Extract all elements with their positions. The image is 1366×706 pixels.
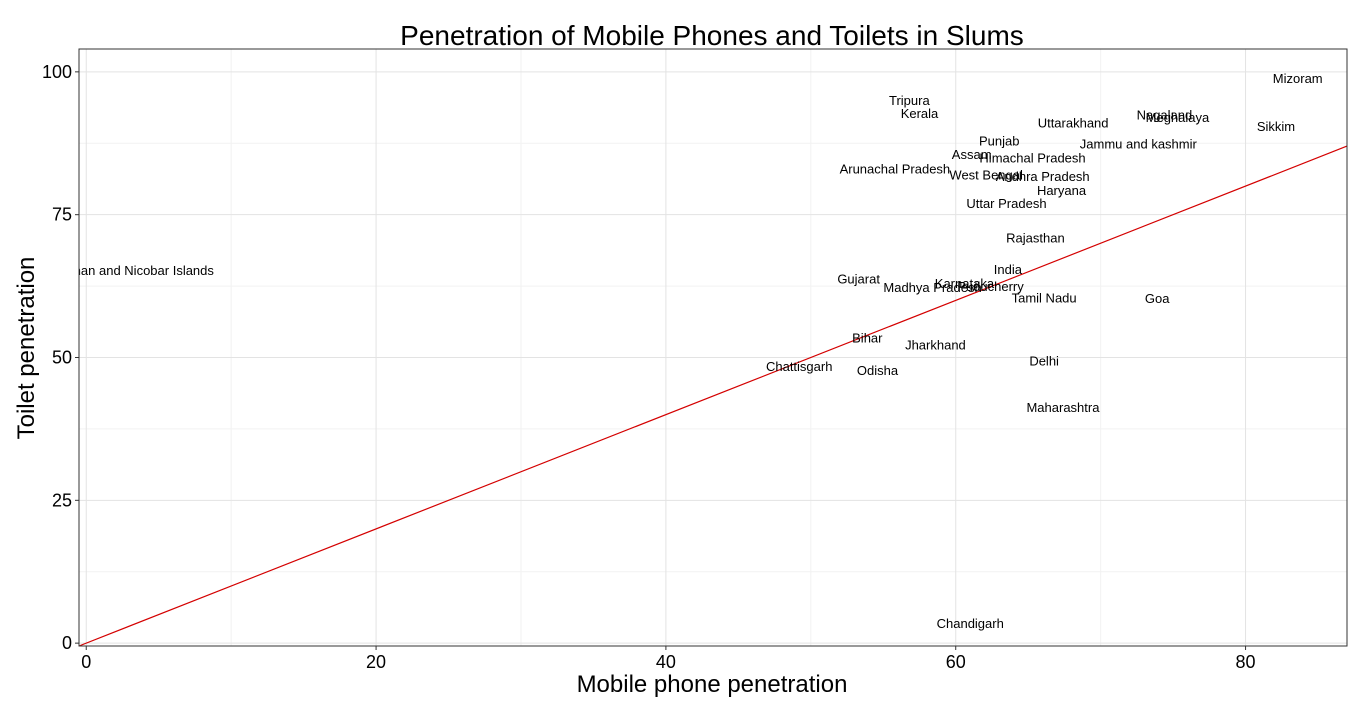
grid-major bbox=[79, 49, 1347, 646]
point-label: Jharkhand bbox=[905, 337, 966, 352]
y-tick-label: 75 bbox=[52, 205, 72, 225]
y-tick-label: 100 bbox=[42, 62, 72, 82]
y-axis-ticks: 0 25 50 75 100 bbox=[42, 62, 79, 653]
point-label: Bihar bbox=[852, 331, 883, 346]
point-label: Assam bbox=[952, 147, 992, 162]
point-label: Maharashtra bbox=[1026, 400, 1100, 415]
point-label: Kerala bbox=[901, 106, 939, 121]
x-axis-title: Mobile phone penetration bbox=[577, 671, 848, 698]
point-label: Punjab bbox=[979, 133, 1019, 148]
point-label: Chandigarh bbox=[937, 616, 1004, 631]
point-label: India bbox=[994, 262, 1023, 277]
y-tick-label: 25 bbox=[52, 490, 72, 510]
y-axis-title: Toilet penetration bbox=[13, 257, 40, 440]
point-label: Madhya Pradesh bbox=[883, 280, 981, 295]
point-label: Jammu and kashmir bbox=[1080, 136, 1198, 151]
reference-line bbox=[78, 145, 1348, 647]
point-label: Uttar Pradesh bbox=[966, 196, 1046, 211]
point-label: Rajasthan bbox=[1006, 231, 1065, 246]
point-label: Gujarat bbox=[837, 272, 880, 287]
y-tick-label: 0 bbox=[62, 633, 72, 653]
point-label: Tamil Nadu bbox=[1012, 291, 1077, 306]
point-label: Haryana bbox=[1037, 183, 1087, 198]
point-label: Meghalaya bbox=[1146, 110, 1210, 125]
point-label: Sikkim bbox=[1257, 119, 1295, 134]
point-label: Arunachal Pradesh bbox=[840, 161, 951, 176]
y-tick-label: 50 bbox=[52, 347, 72, 367]
point-label: Odisha bbox=[857, 363, 899, 378]
point-label: Andhra Pradesh bbox=[996, 169, 1090, 184]
x-tick-label: 20 bbox=[366, 652, 386, 672]
point-label: Nagaland bbox=[1137, 108, 1193, 123]
point-label: Mizoram bbox=[1273, 71, 1323, 86]
point-label: Puducherry bbox=[957, 279, 1024, 294]
point-label: Andaman and Nicobar Islands bbox=[40, 263, 215, 278]
point-label: Tripura bbox=[889, 93, 930, 108]
x-tick-label: 0 bbox=[81, 652, 91, 672]
panel-border bbox=[78, 48, 1348, 647]
x-tick-label: 60 bbox=[946, 652, 966, 672]
x-tick-label: 80 bbox=[1236, 652, 1256, 672]
point-label: Goa bbox=[1145, 291, 1170, 306]
x-axis-ticks: 0 20 40 60 80 bbox=[81, 646, 1256, 672]
point-label: Karnataka bbox=[935, 276, 995, 291]
point-label: Delhi bbox=[1029, 353, 1059, 368]
point-label: Chattisgarh bbox=[766, 359, 832, 374]
x-tick-label: 40 bbox=[656, 652, 676, 672]
point-label: Uttarakhand bbox=[1038, 116, 1109, 131]
point-label: West Bengal bbox=[949, 168, 1023, 183]
grid-minor bbox=[79, 49, 1347, 646]
point-label: Himachal Pradesh bbox=[979, 151, 1085, 166]
chart-title: Penetration of Mobile Phones and Toilets… bbox=[400, 20, 1024, 51]
